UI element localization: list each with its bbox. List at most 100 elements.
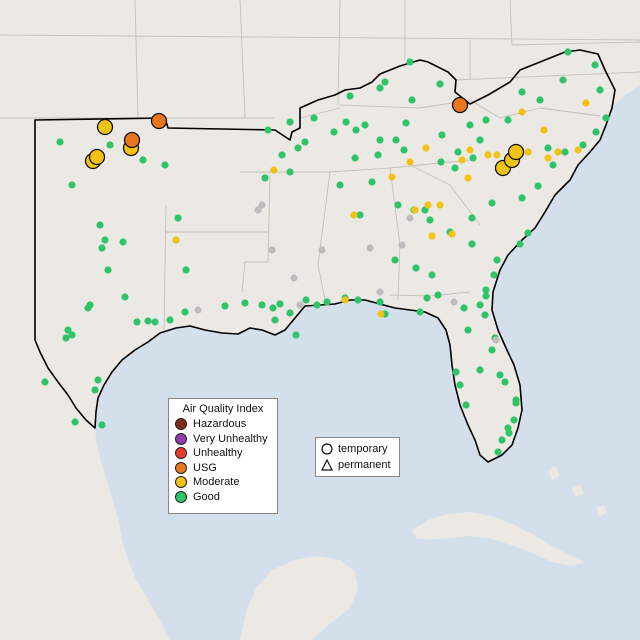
monitor-point-moderate	[411, 206, 419, 214]
monitor-point-good	[374, 151, 382, 159]
monitor-point-good	[68, 181, 76, 189]
monitor-point-good	[94, 376, 102, 384]
monitor-point-moderate	[524, 148, 532, 156]
legend-item-temporary: temporary	[321, 441, 394, 457]
monitor-point-good	[451, 164, 459, 172]
bahamas-land	[548, 466, 607, 516]
monitor-point-no-data	[254, 206, 262, 214]
monitor-point-good	[261, 174, 269, 182]
monitor-point-no-data	[290, 274, 298, 282]
monitor-point-good	[98, 244, 106, 252]
monitor-point-good	[381, 78, 389, 86]
monitor-point-good	[64, 326, 72, 334]
monitor-point-moderate	[406, 158, 414, 166]
monitor-point-good	[139, 156, 147, 164]
monitor-point-good	[361, 121, 369, 129]
legend-label-unhealthy: Unhealthy	[193, 447, 243, 460]
legend-swatch-very-unhealthy	[175, 432, 187, 445]
monitor-point-good	[494, 448, 502, 456]
monitor-point-moderate	[341, 296, 349, 304]
monitor-point-good	[436, 80, 444, 88]
monitor-point-moderate	[172, 236, 180, 244]
monitor-point-good	[518, 88, 526, 96]
monitor-point-no-data	[318, 246, 326, 254]
monitor-point-moderate	[458, 156, 466, 164]
monitor-point-good	[354, 296, 362, 304]
monitor-point-good	[241, 299, 249, 307]
monitor-point-good	[391, 256, 399, 264]
monitor-point-good	[41, 378, 49, 386]
legend-label-temporary: temporary	[338, 443, 388, 455]
monitor-point-no-data	[398, 241, 406, 249]
monitor-point-good	[133, 318, 141, 326]
monitor-point-moderate	[582, 99, 590, 107]
monitor-point-good	[276, 300, 284, 308]
monitor-point-good	[264, 126, 272, 134]
monitor-point-good	[161, 161, 169, 169]
monitor-point-good	[481, 311, 489, 319]
monitor-point-good	[591, 61, 599, 69]
monitor-point-good	[181, 308, 189, 316]
aqi-legend-title: Air Quality Index	[182, 403, 264, 415]
monitor-point-good	[406, 58, 414, 66]
monitor-point-no-data	[194, 306, 202, 314]
monitor-point-no-data	[406, 214, 414, 222]
monitor-point-good	[286, 118, 294, 126]
monitor-point-good	[534, 182, 542, 190]
monitor-point-good	[549, 161, 557, 169]
monitor-point-no-data	[376, 288, 384, 296]
monitor-point-good	[510, 416, 518, 424]
monitor-point-good	[352, 126, 360, 134]
triangle-icon	[321, 459, 333, 471]
monitor-point-moderate	[448, 230, 456, 238]
aqi-legend: Air Quality Index Hazardous Very Unhealt…	[168, 398, 278, 514]
monitor-point-good	[271, 316, 279, 324]
monitor-point-good	[278, 151, 286, 159]
monitor-point-moderate	[518, 108, 526, 116]
monitor-point-good	[596, 86, 604, 94]
monitor-point-moderate	[436, 201, 444, 209]
monitor-point-no-data	[268, 246, 276, 254]
monitor-point-good	[490, 271, 498, 279]
legend-item-good: Good	[175, 490, 271, 505]
monitor-point-good	[466, 121, 474, 129]
monitor-point-good	[426, 216, 434, 224]
monitor-point-good	[559, 76, 567, 84]
monitor-point-good	[336, 181, 344, 189]
state-borders	[0, 0, 640, 331]
legend-swatch-unhealthy	[175, 447, 187, 460]
monitor-point-good	[56, 138, 64, 146]
monitor-point-good	[518, 194, 526, 202]
monitor-point-good	[71, 418, 79, 426]
monitor-point-good	[101, 236, 109, 244]
monitor-point-good	[462, 401, 470, 409]
legend-label-permanent: permanent	[338, 459, 391, 471]
legend-item-unhealthy: Unhealthy	[175, 446, 271, 461]
monitor-point-good	[504, 116, 512, 124]
monitor-point-moderate	[466, 146, 474, 154]
monitor-point-good	[524, 229, 532, 237]
monitor-point-good	[468, 240, 476, 248]
cuba-land	[412, 512, 584, 566]
temporary-monitor-moderate	[96, 118, 114, 136]
monitor-point-good	[121, 293, 129, 301]
monitor-point-good	[460, 304, 468, 312]
monitor-point-good	[423, 294, 431, 302]
monitor-point-moderate	[377, 310, 385, 318]
monitor-point-good	[151, 318, 159, 326]
monitor-point-good	[512, 399, 520, 407]
monitor-point-moderate	[484, 151, 492, 159]
monitor-point-good	[592, 128, 600, 136]
monitor-point-good	[394, 201, 402, 209]
monitor-point-good	[98, 421, 106, 429]
monitor-point-moderate	[554, 148, 562, 156]
monitor-point-good	[84, 304, 92, 312]
monitor-point-good	[476, 301, 484, 309]
legend-swatch-moderate	[175, 476, 187, 489]
temporary-monitor-usg	[451, 96, 469, 114]
legend-item-usg: USG	[175, 461, 271, 476]
monitor-point-good	[294, 144, 302, 152]
legend-item-moderate: Moderate	[175, 475, 271, 490]
